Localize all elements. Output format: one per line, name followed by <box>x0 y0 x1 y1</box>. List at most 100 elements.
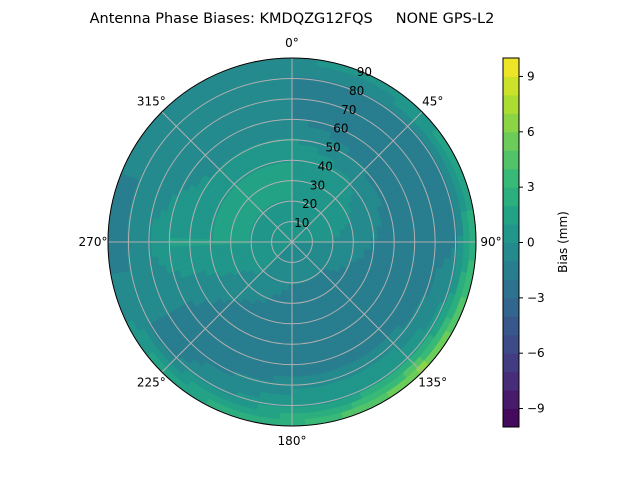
contour-cell <box>175 245 183 255</box>
contour-cell <box>291 388 304 396</box>
contour-cell <box>144 226 153 238</box>
radial-tick-label: 70 <box>341 103 356 117</box>
contour-cell <box>282 364 293 372</box>
contour-cell <box>120 223 128 237</box>
angle-tick-label: 315° <box>137 94 166 108</box>
contour-cell <box>395 245 403 254</box>
contour-cell <box>187 230 195 239</box>
contour-cell <box>126 224 134 237</box>
angular-gridline <box>161 111 293 243</box>
contour-cell <box>291 69 305 78</box>
contour-cell <box>280 76 293 84</box>
contour-cell <box>181 245 189 254</box>
contour-cell <box>283 119 293 127</box>
contour-cell <box>280 388 293 396</box>
contour-cell <box>113 247 122 261</box>
contour-cell <box>462 247 471 261</box>
contour-cell <box>291 100 303 108</box>
contour-cell <box>285 321 293 329</box>
contour-cell <box>199 244 207 252</box>
angle-tick-label: 45° <box>422 94 443 108</box>
colorbar-tick-label: −3 <box>527 291 545 305</box>
colorbar-label: Bias (mm) <box>556 211 570 273</box>
contour-cell <box>401 245 409 255</box>
colorbar-level <box>503 334 519 354</box>
contour-cell <box>352 234 360 241</box>
contour-cell <box>419 246 428 257</box>
contour-cell <box>285 327 293 335</box>
colorbar: 9 6 3 0 −3 −6 −9 <box>502 57 545 428</box>
contour-cell <box>358 228 366 236</box>
contour-cell <box>275 125 285 134</box>
colorbar-level <box>503 150 519 170</box>
contour-cell <box>462 223 471 237</box>
contour-cell <box>450 224 458 237</box>
contour-cell <box>291 370 302 378</box>
angle-tick-label: 270° <box>79 235 108 249</box>
colorbar-level <box>503 205 519 225</box>
colorbar-level <box>503 187 519 207</box>
contour-cell <box>291 400 304 408</box>
contour-cell <box>291 94 303 102</box>
contour-cell <box>291 413 305 421</box>
contour-cell <box>291 315 298 323</box>
contour-cell <box>278 57 293 65</box>
angular-gridline <box>161 241 293 373</box>
contour-cell <box>278 326 287 335</box>
contour-cell <box>291 131 301 139</box>
contour-cell <box>282 106 293 114</box>
contour-cell <box>175 229 183 239</box>
radial-tick-label: 90 <box>357 65 372 79</box>
contour-cell <box>281 94 293 102</box>
contour-cell <box>291 88 304 96</box>
colorbar-level <box>503 353 519 373</box>
contour-cell <box>277 338 286 347</box>
contour-cell <box>169 228 177 239</box>
contour-cell <box>340 235 348 241</box>
colorbar-tick-label: 9 <box>527 69 535 83</box>
contour-cell <box>199 232 207 240</box>
contour-cell <box>291 376 303 384</box>
contour-cell <box>431 246 440 258</box>
contour-cell <box>296 308 303 316</box>
colorbar-level <box>503 168 519 188</box>
contour-cell <box>193 231 201 240</box>
contour-cell <box>283 351 293 359</box>
contour-cell <box>291 161 298 169</box>
colorbar-level <box>503 113 519 133</box>
contour-cell <box>276 344 286 353</box>
contour-cell <box>278 143 286 152</box>
contour-cell <box>126 247 134 260</box>
contour-cell <box>224 243 232 250</box>
contour-cell <box>181 230 189 239</box>
colorbar-tick-label: −6 <box>527 346 545 360</box>
contour-cell <box>291 168 298 176</box>
contour-cell <box>284 143 293 151</box>
polar-grid <box>107 57 477 427</box>
contour-cell <box>425 246 434 258</box>
contour-cell <box>279 69 293 78</box>
contour-cell <box>144 246 153 258</box>
contour-cell <box>283 131 293 139</box>
contour-cell <box>295 296 301 304</box>
contour-cell <box>212 249 220 257</box>
contour-cell <box>291 149 299 157</box>
contour-cell <box>286 315 293 323</box>
contour-cell <box>284 339 293 347</box>
contour-cell <box>281 168 288 176</box>
contour-cell <box>291 351 301 359</box>
colorbar-level <box>503 260 519 280</box>
contour-cell <box>291 364 302 372</box>
contour-cell <box>291 419 306 427</box>
contour-cell <box>334 236 342 241</box>
contour-cell <box>444 225 452 237</box>
contour-cell <box>295 302 302 310</box>
contour-cell <box>291 143 300 151</box>
colorbar-tick-label: 6 <box>527 125 535 139</box>
contour-cell <box>438 246 446 259</box>
chart-title: Antenna Phase Biases: KMDQZG12FQS NONE G… <box>90 11 495 27</box>
contour-cell <box>291 106 302 114</box>
colorbar-tick-label: −9 <box>527 402 545 416</box>
contour-cell <box>283 357 293 365</box>
colorbar-level <box>503 316 519 336</box>
